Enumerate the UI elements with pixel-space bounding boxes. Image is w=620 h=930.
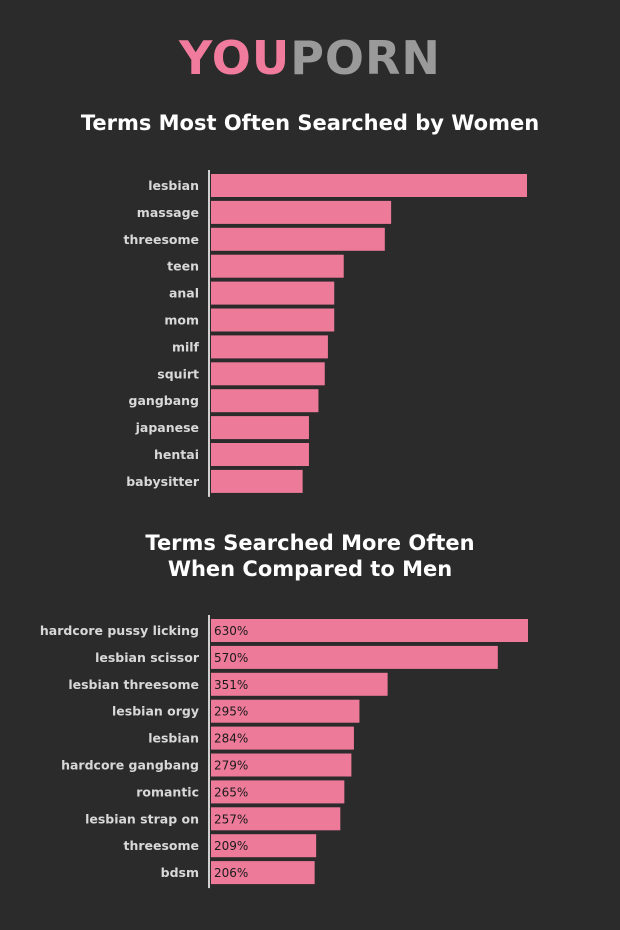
category-label: milf [172,339,200,354]
chart2-title-line1: Terms Searched More Often [145,531,475,555]
category-label: threesome [123,232,199,247]
bar-massage [211,200,392,224]
category-label: mom [164,313,199,328]
value-label: 206% [214,866,248,880]
category-label: lesbian strap on [85,811,199,826]
category-label: massage [137,205,199,220]
bar-lesbian-scissor [211,645,498,669]
bar-teen [211,254,344,278]
category-label: babysitter [126,474,200,489]
category-label: teen [167,259,199,274]
category-label: lesbian [148,731,199,746]
value-label: 265% [214,785,248,799]
value-label: 630% [214,624,248,638]
bar-hardcore-gangbang [211,753,352,777]
bar-squirt [211,362,325,386]
chart1-title: Terms Most Often Searched by Women [80,111,540,135]
category-label: lesbian threesome [68,677,199,692]
chart1-bar-chart: lesbian massage threesome teen anal mom milf sq… [123,170,527,497]
bar-gangbang [211,389,319,413]
category-label: lesbian [148,178,199,193]
bar-lesbian-threesome [211,672,388,696]
bar-anal [211,281,335,305]
category-label: hentai [154,447,199,462]
value-label: 351% [214,678,248,692]
category-label: squirt [157,366,199,381]
bar-japanese [211,416,309,440]
bar-bdsm [211,861,315,885]
logo-part-you: YOU [179,31,291,85]
category-label: lesbian scissor [95,650,200,665]
logo-part-porn: PORN [290,31,441,85]
category-label: hardcore gangbang [61,758,199,773]
category-label: lesbian orgy [112,704,199,719]
category-label: romantic [136,784,199,799]
category-label: threesome [123,838,199,853]
bar-threesome [211,227,385,251]
value-label: 295% [214,705,248,719]
bar-lesbian-strap-on [211,807,341,831]
value-label: 257% [214,812,248,826]
bar-lesbian-orgy [211,699,360,723]
category-label: bdsm [161,865,199,880]
bar-threesome [211,834,317,858]
bar-hardcore-pussy-licking [211,619,528,642]
value-label: 570% [214,651,248,665]
category-label: japanese [135,420,199,435]
youporn-logo: YOUPORN [0,32,620,84]
category-label: hardcore pussy licking [40,623,199,638]
bar-lesbian [211,174,527,197]
value-label: 279% [214,759,248,773]
value-label: 209% [214,839,248,853]
bar-milf [211,335,328,359]
bar-romantic [211,780,345,804]
value-label: 284% [214,732,248,746]
category-label: anal [169,286,199,301]
bar-mom [211,308,335,332]
chart2-title-line2: When Compared to Men [167,557,453,581]
bar-hentai [211,443,309,466]
bar-babysitter [211,469,303,493]
category-label: gangbang [129,393,199,408]
bar-lesbian [211,726,354,750]
chart2-bar-chart: hardcore pussy licking 630% lesbian scisso… [40,615,528,889]
